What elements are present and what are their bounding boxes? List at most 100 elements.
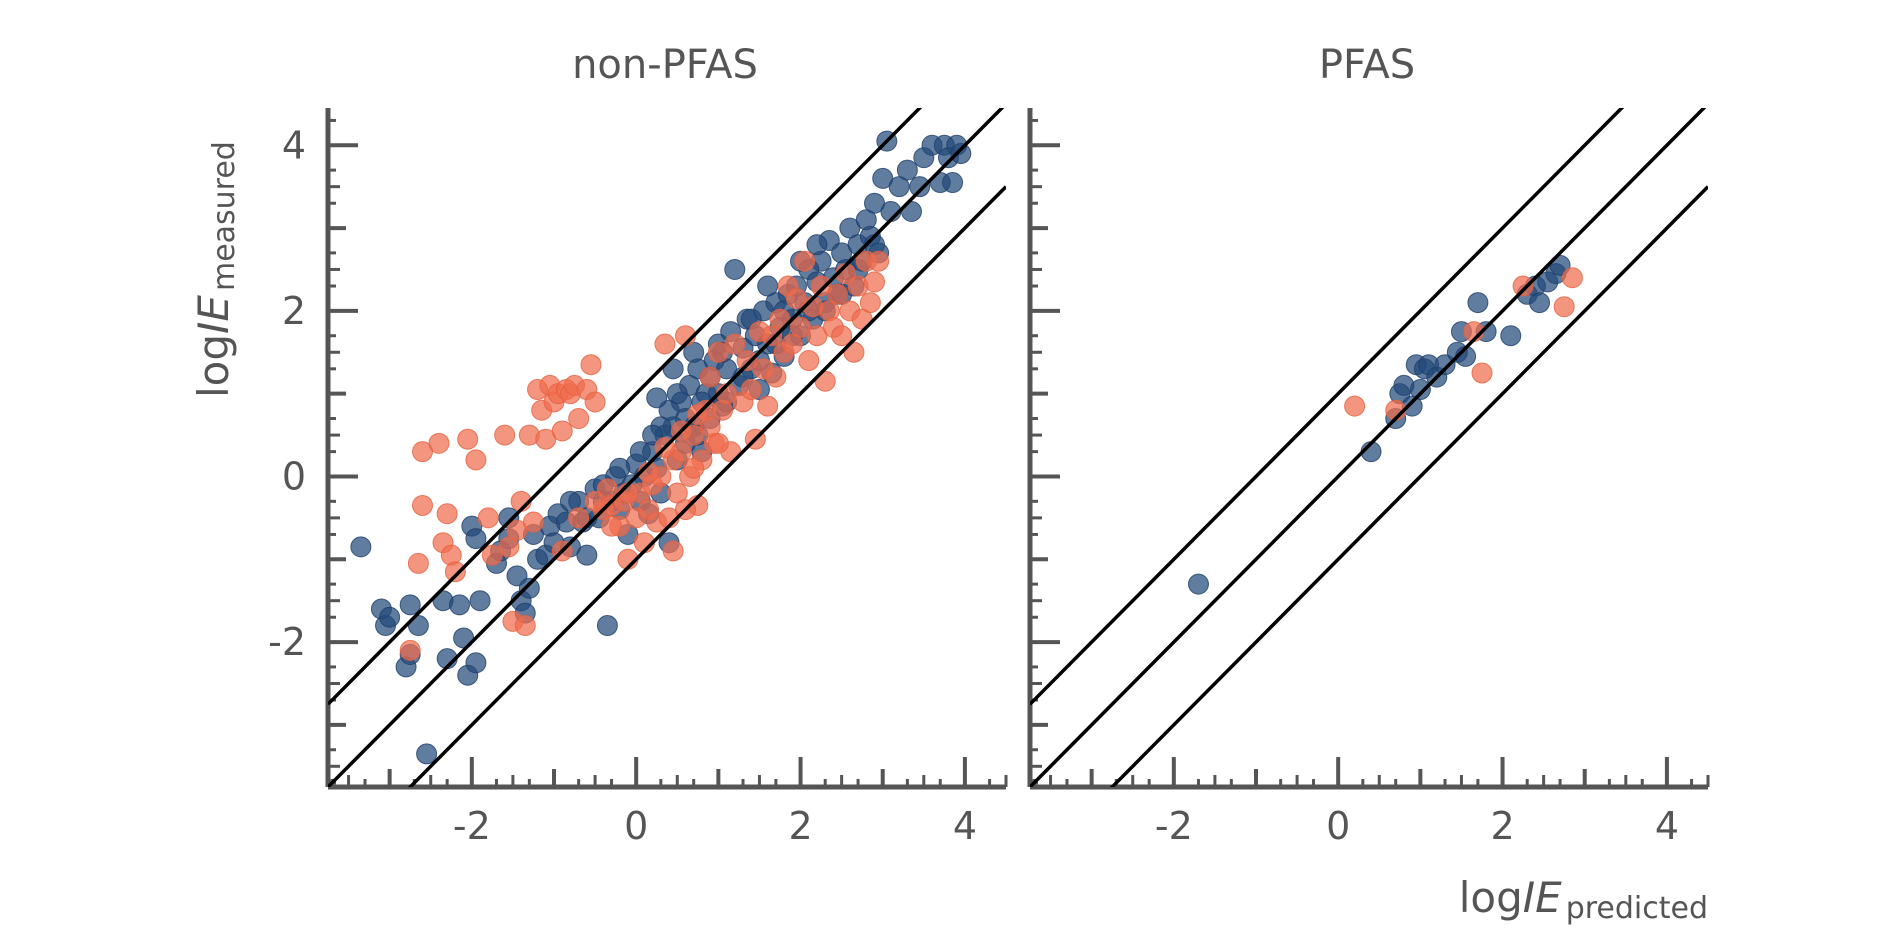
data-point-pfas bbox=[498, 536, 520, 558]
x-tick-label: 0 bbox=[1326, 804, 1350, 848]
y-tick-label: 4 bbox=[282, 123, 306, 167]
data-point-pfas bbox=[794, 250, 816, 272]
data-point-pfas bbox=[457, 428, 479, 450]
data-point-non-pfas bbox=[629, 441, 651, 463]
data-point-pfas bbox=[568, 507, 590, 529]
data-point-non-pfas bbox=[1500, 325, 1522, 347]
data-point-pfas bbox=[428, 432, 450, 454]
x-tick-label: 0 bbox=[624, 804, 648, 848]
panel-pfas: PFAS -2 0 2 4 bbox=[1027, 42, 1710, 848]
x-tick-label: -2 bbox=[453, 804, 491, 848]
data-point-pfas bbox=[1512, 275, 1534, 297]
data-point-non-pfas bbox=[559, 490, 581, 512]
data-point-pfas bbox=[662, 540, 684, 562]
data-point-non-pfas bbox=[950, 143, 972, 165]
reference-line bbox=[407, 185, 1006, 787]
data-point-pfas bbox=[407, 552, 429, 574]
panel-title-non-pfas: non-PFAS bbox=[572, 42, 758, 88]
data-point-non-pfas bbox=[896, 159, 918, 181]
y-tick-label: -2 bbox=[268, 620, 306, 664]
data-point-pfas bbox=[724, 333, 746, 355]
data-point-pfas bbox=[494, 424, 516, 446]
data-point-pfas bbox=[601, 515, 623, 537]
data-point-non-pfas bbox=[518, 577, 540, 599]
data-point-pfas bbox=[477, 507, 499, 529]
x-tick-label: 4 bbox=[953, 804, 977, 848]
panel-non-pfas: non-PFAS -2 0 2 4 -2 0 2 4 bbox=[268, 42, 1008, 848]
data-point-pfas bbox=[859, 292, 881, 314]
data-point-non-pfas bbox=[757, 275, 779, 297]
x-tick-label: -2 bbox=[1155, 804, 1193, 848]
data-point-non-pfas bbox=[806, 234, 828, 256]
data-point-pfas bbox=[584, 391, 606, 413]
data-point-pfas bbox=[1471, 362, 1493, 384]
data-point-non-pfas bbox=[465, 528, 487, 550]
points-group bbox=[350, 130, 972, 765]
data-point-pfas bbox=[568, 408, 590, 430]
data-point-pfas bbox=[831, 325, 853, 347]
data-point-non-pfas bbox=[379, 606, 401, 628]
data-point-pfas bbox=[707, 432, 729, 454]
data-point-non-pfas bbox=[596, 615, 618, 637]
points-group bbox=[1187, 254, 1583, 595]
data-point-non-pfas bbox=[909, 176, 931, 198]
data-point-non-pfas bbox=[469, 590, 491, 612]
y-tick-label: 2 bbox=[282, 289, 306, 333]
y-tick-label: 0 bbox=[282, 454, 306, 498]
data-point-pfas bbox=[740, 379, 762, 401]
data-point-non-pfas bbox=[399, 594, 421, 616]
y-axis-label-prefix: log bbox=[189, 334, 238, 398]
data-point-non-pfas bbox=[1467, 292, 1489, 314]
data-point-non-pfas bbox=[576, 544, 598, 566]
x-tick-label: 2 bbox=[788, 804, 812, 848]
data-point-pfas bbox=[551, 420, 573, 442]
data-point-pfas bbox=[827, 283, 849, 305]
data-point-pfas bbox=[654, 333, 676, 355]
data-point-pfas bbox=[1553, 296, 1575, 318]
data-point-pfas bbox=[761, 325, 783, 347]
y-axis-label: logIE measured bbox=[189, 141, 242, 398]
reference-line bbox=[1109, 185, 1708, 787]
data-point-pfas bbox=[683, 457, 705, 479]
data-point-non-pfas bbox=[1529, 292, 1551, 314]
reference-line bbox=[1030, 108, 1625, 706]
panel-title-pfas: PFAS bbox=[1319, 42, 1415, 88]
data-point-pfas bbox=[666, 482, 688, 504]
y-axis-label-sub: measured bbox=[207, 141, 242, 291]
data-point-pfas bbox=[514, 615, 536, 637]
data-point-pfas bbox=[436, 503, 458, 525]
x-axis-label-main: IE bbox=[1523, 873, 1562, 922]
data-point-pfas bbox=[444, 561, 466, 583]
x-axis-label-prefix: log bbox=[1459, 873, 1523, 922]
data-point-pfas bbox=[765, 366, 787, 388]
data-point-pfas bbox=[522, 511, 544, 533]
data-point-pfas bbox=[1561, 267, 1583, 289]
data-point-non-pfas bbox=[888, 176, 910, 198]
data-point-non-pfas bbox=[942, 172, 964, 194]
data-point-non-pfas bbox=[350, 536, 372, 558]
x-tick-label: 4 bbox=[1655, 804, 1679, 848]
data-point-non-pfas bbox=[609, 457, 631, 479]
reference-line bbox=[1030, 108, 1707, 787]
data-point-non-pfas bbox=[1187, 573, 1209, 595]
x-axis-label: logIE predicted bbox=[1459, 873, 1708, 926]
data-point-non-pfas bbox=[448, 594, 470, 616]
data-point-pfas bbox=[465, 449, 487, 471]
reference-line bbox=[328, 108, 1005, 787]
data-point-non-pfas bbox=[724, 258, 746, 280]
data-point-pfas bbox=[798, 350, 820, 372]
data-point-pfas bbox=[868, 250, 890, 272]
data-point-pfas bbox=[699, 366, 721, 388]
y-axis-label-main: IE bbox=[189, 295, 238, 334]
x-axis-label-sub: predicted bbox=[1566, 891, 1708, 926]
reference-line bbox=[328, 108, 923, 706]
data-point-pfas bbox=[757, 395, 779, 417]
data-point-non-pfas bbox=[683, 341, 705, 363]
x-tick-label: 2 bbox=[1490, 804, 1514, 848]
data-point-non-pfas bbox=[1409, 379, 1431, 401]
data-point-pfas bbox=[412, 494, 434, 516]
data-point-non-pfas bbox=[416, 743, 438, 765]
data-point-pfas bbox=[584, 490, 606, 512]
